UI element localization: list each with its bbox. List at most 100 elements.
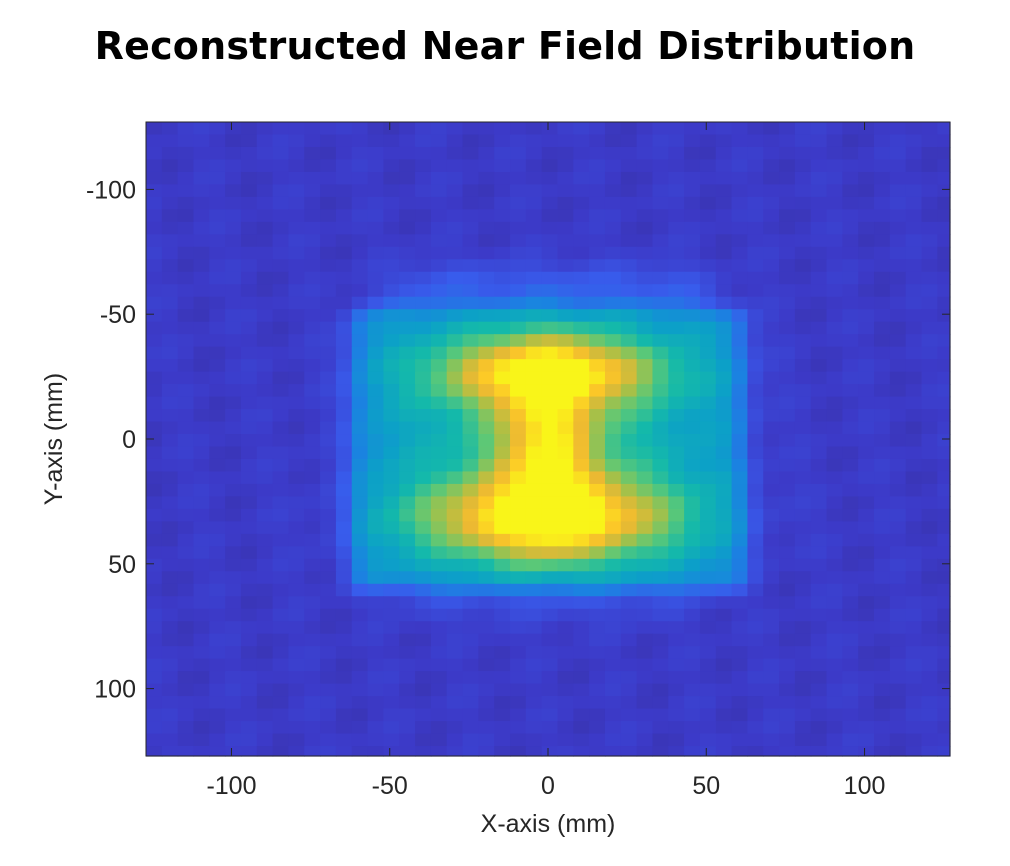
heatmap-cell xyxy=(367,434,384,448)
heatmap-cell xyxy=(494,583,511,597)
heatmap-cell xyxy=(177,646,195,660)
heatmap-cell xyxy=(921,296,938,310)
heatmap-cell xyxy=(478,221,495,235)
heatmap-cell xyxy=(161,496,179,510)
heatmap-cell xyxy=(430,384,448,398)
heatmap-cell xyxy=(146,309,163,323)
heatmap-cell xyxy=(510,546,527,560)
heatmap-cell xyxy=(715,508,733,522)
heatmap-cell xyxy=(763,284,780,298)
heatmap-cell xyxy=(209,533,226,547)
heatmap-cell xyxy=(177,196,195,210)
heatmap-cell xyxy=(225,346,242,360)
heatmap-cell xyxy=(763,359,780,373)
heatmap-cell xyxy=(415,384,432,398)
heatmap-cell xyxy=(367,521,384,535)
heatmap-cell xyxy=(731,146,749,161)
heatmap-cell xyxy=(668,171,685,185)
heatmap-cell xyxy=(525,683,543,697)
heatmap-cell xyxy=(715,633,733,647)
heatmap-cell xyxy=(715,421,733,435)
heatmap-cell xyxy=(146,171,163,185)
heatmap-cell xyxy=(304,234,321,248)
heatmap-cell xyxy=(557,309,574,323)
heatmap-cell xyxy=(668,496,685,510)
heatmap-cell xyxy=(494,533,511,547)
heatmap-cell xyxy=(351,583,369,597)
heatmap-cell xyxy=(604,434,622,448)
heatmap-cell xyxy=(652,246,669,260)
heatmap-cell xyxy=(589,458,606,473)
heatmap-cell xyxy=(225,671,242,685)
heatmap-cell xyxy=(826,196,843,210)
heatmap-cell xyxy=(510,184,527,198)
heatmap-cell xyxy=(177,309,195,323)
heatmap-cell xyxy=(225,334,242,348)
heatmap-cell xyxy=(921,571,938,585)
heatmap-cell xyxy=(367,558,384,572)
heatmap-cell xyxy=(905,421,923,435)
heatmap-cell xyxy=(415,521,432,535)
heatmap-cell xyxy=(604,683,622,697)
heatmap-cell xyxy=(288,546,305,560)
heatmap-cell xyxy=(715,471,733,485)
heatmap-cell xyxy=(288,309,305,323)
heatmap-cell xyxy=(430,371,448,385)
heatmap-cell xyxy=(810,558,828,572)
heatmap-cell xyxy=(589,621,606,635)
heatmap-cell xyxy=(541,122,559,136)
heatmap-cell xyxy=(620,633,638,647)
heatmap-cell xyxy=(288,346,305,360)
heatmap-cell xyxy=(399,733,416,747)
heatmap-cell xyxy=(715,658,733,672)
heatmap-cell xyxy=(937,746,951,757)
heatmap-cell xyxy=(256,683,274,697)
heatmap-cell xyxy=(146,184,163,198)
heatmap-cell xyxy=(399,658,416,672)
heatmap-cell xyxy=(541,533,559,547)
heatmap-cell xyxy=(921,159,938,173)
heatmap-cell xyxy=(320,296,337,310)
heatmap-cell xyxy=(335,733,353,747)
heatmap-cell xyxy=(399,583,416,597)
heatmap-cell xyxy=(335,359,353,373)
heatmap-cell xyxy=(367,284,384,298)
heatmap-cell xyxy=(604,296,622,310)
heatmap-cell xyxy=(826,184,843,198)
heatmap-cell xyxy=(699,284,717,298)
heatmap-cell xyxy=(889,421,907,435)
heatmap-cell xyxy=(541,284,559,298)
heatmap-cell xyxy=(636,596,654,610)
heatmap-cell xyxy=(399,646,416,660)
heatmap-cell xyxy=(335,671,353,685)
heatmap-cell xyxy=(889,496,907,510)
heatmap-cell xyxy=(889,259,907,273)
heatmap-cell xyxy=(874,633,891,647)
heatmap-cell xyxy=(240,596,258,610)
heatmap-cell xyxy=(320,234,337,248)
heatmap-cell xyxy=(225,546,242,560)
heatmap-cell xyxy=(731,421,749,435)
heatmap-cell xyxy=(367,646,384,660)
heatmap-cell xyxy=(636,733,654,747)
heatmap-cell xyxy=(636,646,654,660)
heatmap-cell xyxy=(367,221,384,235)
heatmap-cell xyxy=(652,721,669,735)
heatmap-cell xyxy=(161,221,179,235)
heatmap-cell xyxy=(494,496,511,510)
heatmap-cell xyxy=(573,284,590,298)
heatmap-cell xyxy=(684,733,701,747)
heatmap-cell xyxy=(288,471,305,485)
heatmap-cell xyxy=(684,496,701,510)
heatmap-cell xyxy=(763,533,780,547)
heatmap-cell xyxy=(161,696,179,710)
heatmap-cell xyxy=(921,184,938,198)
x-tick-label: -100 xyxy=(206,772,256,800)
heatmap-cell xyxy=(684,409,701,423)
heatmap-cell xyxy=(304,434,321,448)
heatmap-cell xyxy=(225,533,242,547)
heatmap-cell xyxy=(240,733,258,747)
heatmap-cell xyxy=(430,521,448,535)
heatmap-cell xyxy=(937,284,951,298)
heatmap-cell xyxy=(874,271,891,285)
